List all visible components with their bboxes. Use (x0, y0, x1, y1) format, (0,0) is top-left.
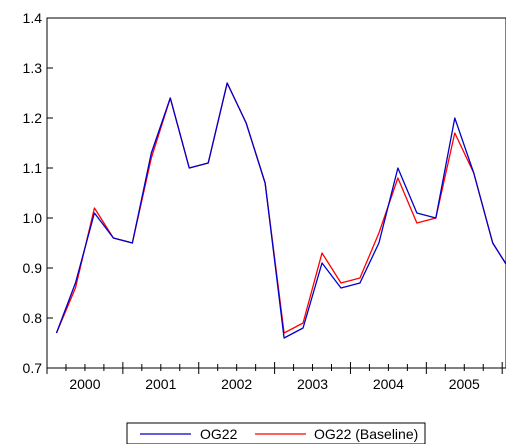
legend-label-og22: OG22 (200, 426, 238, 442)
y-tick-label: 0.8 (23, 310, 43, 326)
legend: OG22 OG22 (Baseline) (126, 422, 426, 444)
x-tick-label: 2005 (449, 376, 480, 392)
plot-frame (46, 17, 506, 369)
x-tick-label: 2002 (221, 376, 252, 392)
x-tick-label: 2004 (373, 376, 404, 392)
y-tick-label: 1.3 (23, 60, 43, 76)
y-axis: 0.7 0.8 0.9 1.0 1.1 1.2 1.3 1.4 (23, 10, 53, 376)
y-tick-label: 1.1 (23, 160, 43, 176)
series-line-og22 (55, 82, 506, 339)
y-tick-label: 1.4 (23, 10, 43, 26)
series-lines (55, 82, 506, 339)
y-tick-label: 0.7 (23, 360, 43, 376)
x-tick-label: 2001 (145, 376, 176, 392)
legend-label-og22-baseline: OG22 (Baseline) (314, 426, 418, 442)
y-tick-label: 1.2 (23, 110, 43, 126)
x-tick-label: 2003 (297, 376, 328, 392)
x-tick-label: 2000 (69, 376, 100, 392)
y-tick-label: 1.0 (23, 210, 43, 226)
y-tick-label: 0.9 (23, 260, 43, 276)
x-axis: 2000 2001 2002 2003 2004 2005 (46, 362, 503, 392)
